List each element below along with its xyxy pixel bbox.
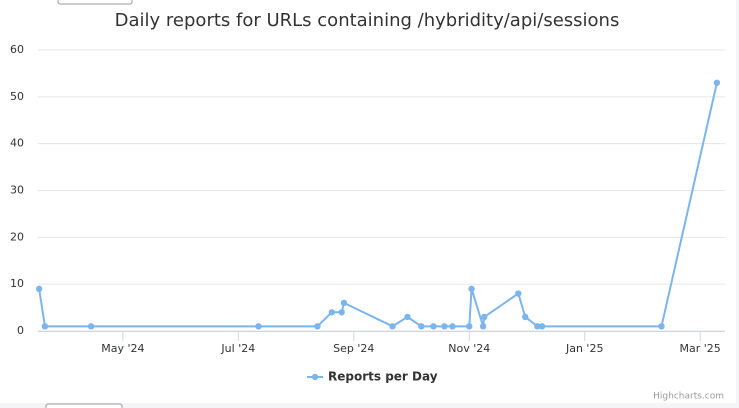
x-tick-label: Jan '25	[565, 342, 603, 355]
point	[449, 323, 456, 330]
y-tick-label: 50	[10, 90, 24, 103]
y-tick-label: 0	[17, 324, 24, 337]
x-tick-label: Mar '25	[680, 342, 721, 355]
point	[328, 309, 336, 316]
x-tick-label: May '24	[101, 342, 144, 355]
point	[430, 323, 437, 330]
legend-label[interactable]: Reports per Day	[328, 370, 438, 384]
point	[713, 79, 721, 86]
point	[35, 285, 43, 293]
legend-marker	[311, 373, 319, 381]
y-tick-label: 10	[10, 277, 24, 290]
button-edge[interactable]	[45, 403, 123, 408]
point	[468, 285, 475, 293]
x-tick-label: Nov '24	[448, 342, 490, 355]
chart-title: Daily reports for URLs containing /hybri…	[115, 10, 620, 31]
x-tick-label: Jul '24	[220, 342, 255, 355]
y-tick-label: 20	[10, 230, 24, 243]
point	[481, 313, 488, 321]
point	[314, 323, 321, 330]
point	[41, 323, 49, 330]
point	[479, 323, 487, 330]
x-tick-label: Sep '24	[333, 342, 374, 355]
button-edge[interactable]	[57, 0, 133, 5]
credits[interactable]: Highcharts.com	[653, 392, 724, 402]
y-tick-label: 40	[10, 137, 24, 150]
point	[466, 323, 473, 330]
point	[404, 313, 411, 321]
point	[255, 323, 262, 330]
point	[658, 323, 665, 330]
point	[538, 323, 546, 330]
y-tick-label: 60	[10, 43, 24, 56]
point	[441, 323, 448, 330]
point	[340, 299, 348, 307]
point	[515, 290, 522, 297]
point	[389, 323, 396, 330]
y-tick-label: 30	[10, 184, 24, 197]
point	[418, 323, 425, 330]
point	[338, 309, 345, 316]
point	[534, 323, 541, 330]
point	[522, 313, 529, 321]
point	[87, 323, 95, 330]
